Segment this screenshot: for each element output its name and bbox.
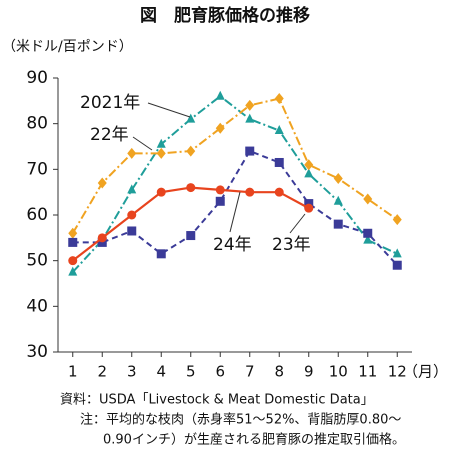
x-tick-label: 10 [329,363,348,381]
point [215,122,225,134]
point [68,266,78,276]
x-tick-label: 7 [245,363,255,381]
x-tick-label: 8 [274,363,284,381]
point [392,248,402,258]
point [333,195,343,205]
point [127,147,137,159]
point [68,237,78,247]
note: 0.90インチ）が生産される肥育豚の推定取引価格。 [103,432,405,448]
series-label: 24年 [213,235,252,255]
point [245,99,255,111]
point [186,145,196,157]
leader-line [229,191,241,233]
point [245,187,255,197]
leader-line [147,102,191,118]
point [215,196,225,206]
point [274,187,284,197]
point [274,125,284,135]
point [97,237,107,247]
point [333,172,343,184]
point [215,90,225,100]
point [363,193,373,205]
point [215,185,225,195]
point [363,228,373,238]
point [97,233,107,243]
point [245,113,255,123]
x-axis-label: （月） [403,363,448,381]
point [68,256,78,266]
x-tick-label: 11 [358,363,377,381]
x-tick-label: 5 [186,363,196,381]
point [363,234,373,244]
point [156,138,166,148]
point [156,249,166,259]
x-tick-label: 3 [127,363,137,381]
y-tick-label: 60 [26,205,48,225]
y-tick-label: 40 [26,296,48,316]
point [127,226,137,236]
leader-line [132,136,153,151]
point [333,219,343,229]
x-tick-label: 2 [97,363,107,381]
chart-title: 図 肥育豚価格の推移 [140,5,310,26]
note: 注：平均的な枝肉（赤身率51～52%、背脂肪厚0.80～ [80,412,401,428]
point [304,199,314,209]
note: 資料：USDA「Livestock & Meat Domestic Data」 [60,393,374,408]
x-tick-label: 4 [156,363,166,381]
point [186,231,196,241]
point [156,147,166,159]
point [186,183,196,193]
point [97,177,107,189]
point [274,157,284,167]
point [392,214,402,226]
point [127,184,137,194]
point [156,187,166,197]
y-tick-label: 50 [26,251,48,271]
y-axis-label: （米ドル/百ポンド） [2,39,133,55]
point [304,168,314,178]
y-tick-label: 70 [26,159,48,179]
point [127,210,137,220]
point [68,227,78,239]
point [304,159,314,171]
x-tick-label: 9 [304,363,314,381]
series-label: 23年 [272,235,311,255]
point [304,203,314,213]
x-tick-label: 6 [215,363,225,381]
series-line [71,97,398,234]
point [392,260,402,270]
point [186,113,196,123]
series-label: 22年 [90,125,129,145]
y-tick-label: 80 [26,114,48,134]
x-tick-label: 1 [68,363,78,381]
point [245,146,255,156]
point [274,93,284,105]
y-tick-label: 90 [26,68,48,88]
y-tick-label: 30 [26,342,48,362]
leader-line [289,213,306,234]
series-line [72,95,398,273]
series-line [72,149,398,266]
x-tick-label: 12 [388,363,407,381]
series-label: 2021年 [80,93,140,113]
